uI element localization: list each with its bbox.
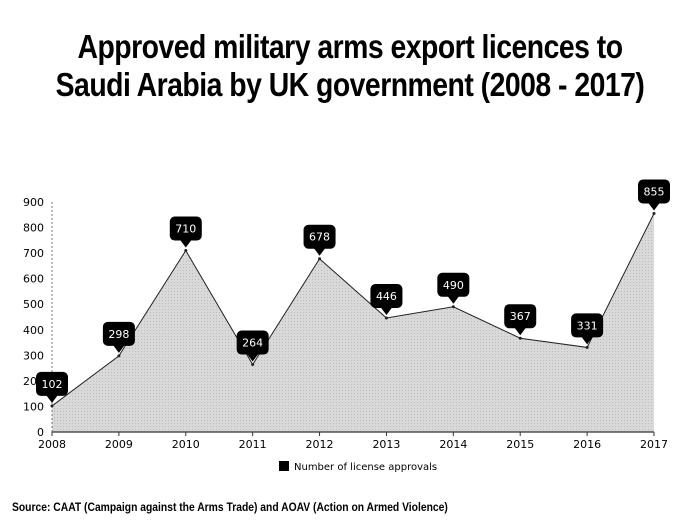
series-area-fill [52,213,654,432]
x-tick-label: 2009 [105,438,133,451]
y-tick-label: 800 [23,222,44,235]
legend-label: Number of license approvals [294,462,437,473]
data-label-callout: 367 [504,304,537,336]
data-label-text: 298 [108,328,129,341]
data-label-box [169,216,202,241]
data-label-text: 102 [42,378,63,391]
series-line [51,213,655,407]
data-label-pointer [380,307,393,316]
x-tick-label: 2015 [506,438,534,451]
data-label-callout: 710 [169,216,202,248]
data-point [384,316,388,320]
chart-title-line-2: Saudi Arabia by UK government (2008 - 20… [55,66,645,103]
x-tick-label: 2013 [372,438,400,451]
data-label-box [102,321,135,346]
x-tick-label: 2011 [239,438,267,451]
chart-title: Approved military arms export licences t… [49,28,651,104]
y-tick-label: 700 [23,247,44,260]
data-point [652,212,656,215]
y-tick-label: 400 [23,324,44,337]
data-label-text: 331 [577,319,598,332]
y-tick-label: 300 [23,349,44,362]
y-tick-label: 500 [23,298,44,311]
data-point [518,336,522,340]
data-label-callout: 298 [102,321,135,353]
y-tick-label: 100 [23,400,44,413]
data-label-callout: 446 [370,284,403,316]
chart-title-line-1: Approved military arms export licences t… [77,28,623,65]
data-label-box [638,179,670,204]
x-tick-label: 2008 [38,438,66,451]
data-label-text: 678 [309,231,330,244]
data-label-callout: 264 [236,330,269,362]
data-label-box [36,371,68,396]
data-label-box [303,224,336,249]
data-label-pointer [648,202,660,211]
data-point [251,363,255,367]
data-point [585,345,589,349]
data-label-box [504,304,537,329]
data-label-pointer [46,394,58,403]
data-label-pointer [514,327,527,336]
data-point [184,249,188,253]
data-label-callout: 855 [638,179,670,211]
y-tick-label: 900 [23,196,44,209]
x-tick-label: 2017 [640,438,668,451]
y-tick-label: 0 [37,426,44,439]
data-label-text: 264 [242,337,263,350]
data-point [50,404,54,408]
data-label-callout: 102 [36,371,68,403]
data-point [451,305,455,309]
data-label-callout: 678 [303,224,336,256]
data-label-text: 855 [644,186,665,199]
x-tick-label: 2014 [439,438,467,451]
data-label-pointer [179,239,192,248]
data-label-pointer [112,344,125,353]
x-tick-label: 2016 [573,438,601,451]
data-label-text: 490 [443,279,464,292]
source-note: Source: CAAT (Campaign against the Arms … [12,500,448,514]
data-point [117,354,121,358]
x-tick-label: 2010 [172,438,200,451]
data-label-box [437,272,470,297]
data-label-pointer [581,336,594,345]
data-label-text: 446 [376,290,397,303]
data-point [318,257,322,261]
data-label-callout: 490 [437,272,470,304]
data-label-pointer [447,295,460,304]
legend-swatch [279,461,289,471]
y-tick-label: 600 [23,273,44,286]
data-label-text: 367 [510,310,531,323]
data-label-box [370,284,403,309]
data-label-pointer [313,247,326,256]
x-tick-label: 2012 [306,438,334,451]
data-label-text: 710 [175,223,196,236]
data-label-pointer [246,353,259,362]
data-label-callout: 331 [571,313,604,345]
data-label-box [571,313,604,338]
data-label-box [236,330,269,355]
